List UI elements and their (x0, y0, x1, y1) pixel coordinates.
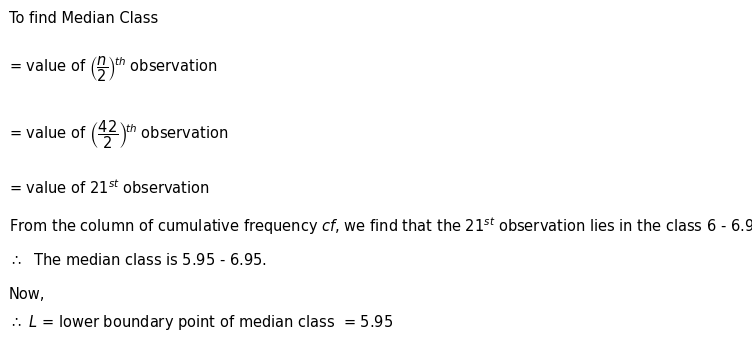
Text: $\therefore$  The median class is 5.95 - 6.95.: $\therefore$ The median class is 5.95 - … (9, 253, 267, 268)
Text: Now,: Now, (9, 287, 45, 303)
Text: = value of $\left(\dfrac{n}{2}\right)^{\!th}$ observation: = value of $\left(\dfrac{n}{2}\right)^{\… (9, 54, 217, 84)
Text: From the column of cumulative frequency $cf$, we find that the $21^{st}$ observa: From the column of cumulative frequency … (9, 215, 752, 237)
Text: To find Median Class: To find Median Class (9, 11, 158, 27)
Text: = value of $21^{st}$ observation: = value of $21^{st}$ observation (9, 179, 210, 197)
Text: = value of $\left(\dfrac{42}{2}\right)^{\!th}$ observation: = value of $\left(\dfrac{42}{2}\right)^{… (9, 118, 229, 151)
Text: $\therefore$ $L$ = lower boundary point of median class  = 5.95: $\therefore$ $L$ = lower boundary point … (9, 313, 393, 332)
